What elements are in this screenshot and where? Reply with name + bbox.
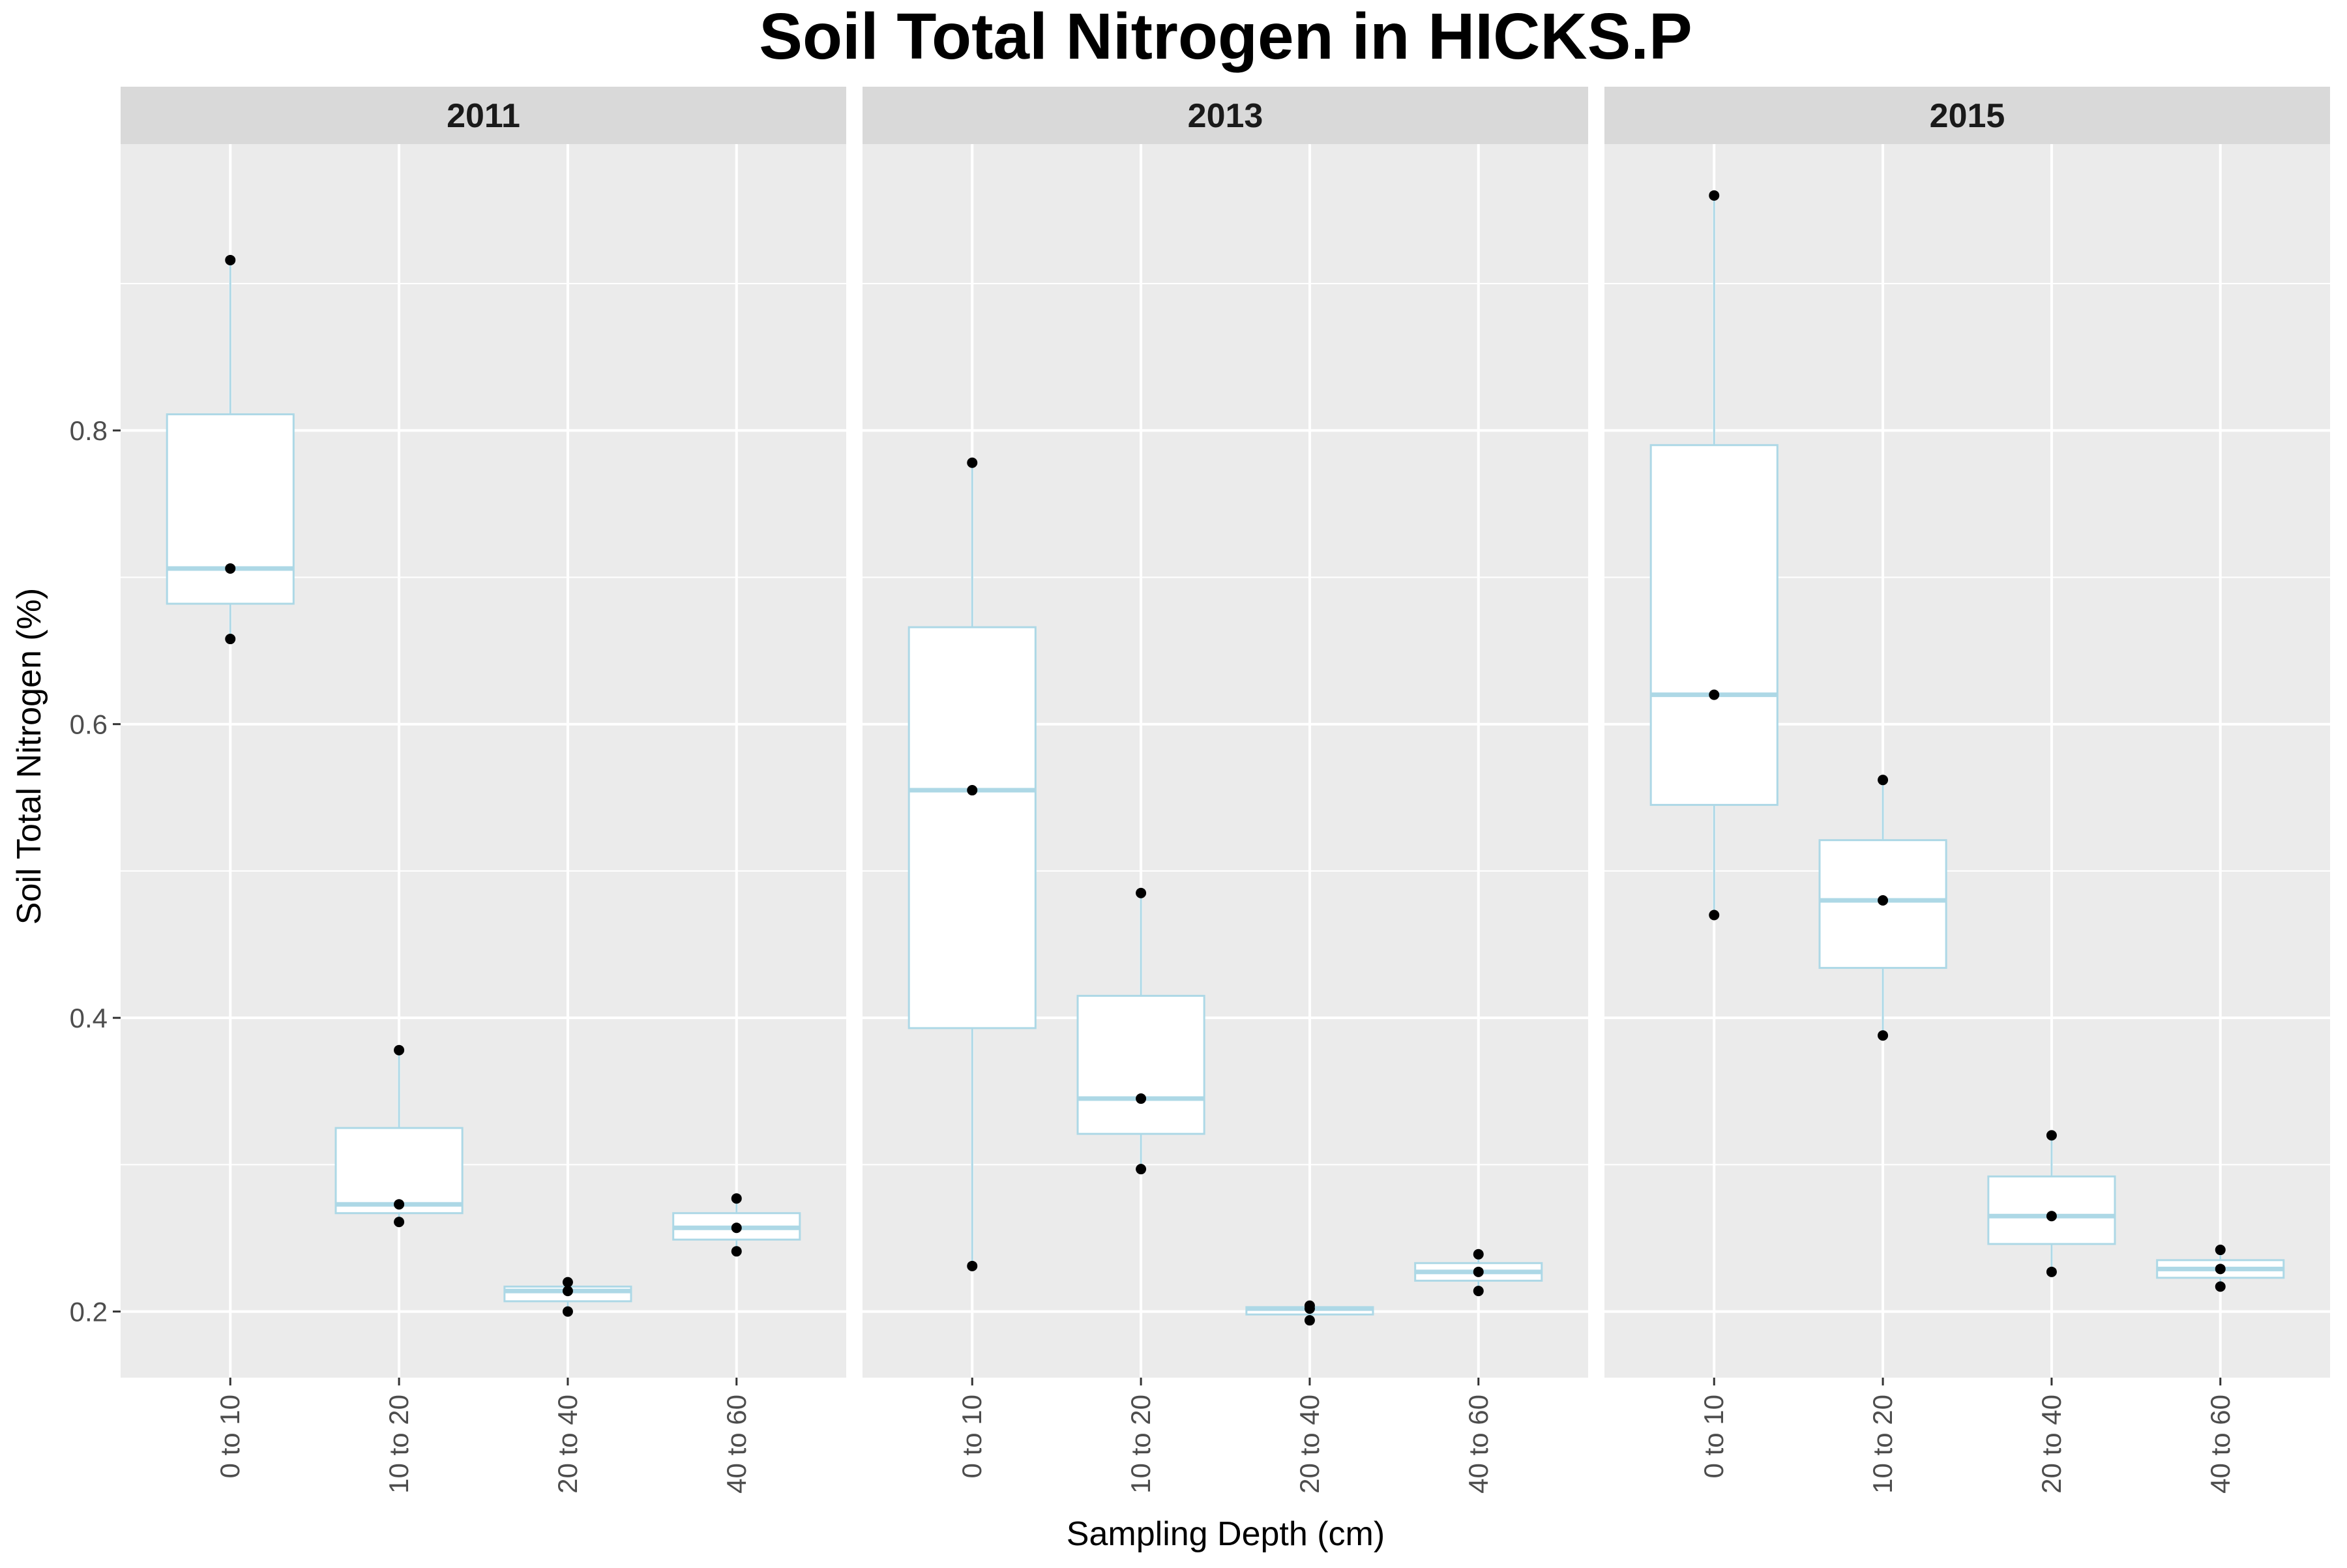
boxplot-10-to-20: [1818, 775, 1947, 1041]
panel-bg: [121, 144, 846, 1378]
panel-2011: 2011 0 to 10 10 to 20 20 to 40 40 to 60: [121, 87, 846, 1494]
data-point: [1709, 190, 1720, 201]
x-tick-label: 20 to 40: [2036, 1395, 2067, 1494]
x-tick-label: 0 to 10: [214, 1395, 245, 1478]
boxplot-20-to-40: [1987, 1130, 2116, 1277]
strip-bg: [863, 87, 1588, 144]
data-point: [731, 1246, 742, 1257]
boxplot-0-to-10: [1649, 190, 1779, 921]
data-point: [2046, 1130, 2057, 1141]
y-tick-label: 0.2: [70, 1297, 108, 1327]
data-point: [1304, 1303, 1315, 1314]
data-point: [1878, 775, 1889, 786]
boxplot-20-to-40: [1245, 1300, 1374, 1326]
x-tick-label: 20 to 40: [1294, 1395, 1325, 1494]
x-tick-label: 10 to 20: [1867, 1395, 1898, 1494]
data-point: [225, 634, 236, 645]
box: [334, 1127, 464, 1215]
data-point: [1709, 689, 1720, 700]
x-tick-label: 40 to 60: [2205, 1395, 2236, 1494]
panel-2013: 2013 0 to 10 10 to 20 20 to 40 40 to 60: [863, 87, 1588, 1494]
data-point: [562, 1277, 573, 1288]
data-point: [562, 1306, 573, 1317]
x-tick-label: 10 to 20: [383, 1395, 414, 1494]
boxplot-40-to-60: [672, 1193, 801, 1257]
strip-bg: [1604, 87, 2330, 144]
data-point: [967, 1260, 978, 1271]
boxplot-40-to-60: [1414, 1249, 1543, 1297]
data-point: [225, 563, 236, 574]
boxplot-10-to-20: [334, 1044, 464, 1228]
x-axis-label: Sampling Depth (cm): [1067, 1515, 1385, 1553]
x-tick-label: 40 to 60: [721, 1395, 752, 1494]
data-point: [2215, 1245, 2226, 1256]
data-point: [731, 1222, 742, 1234]
boxplot-40-to-60: [2156, 1245, 2285, 1292]
strip-label: 2013: [1188, 97, 1263, 135]
data-point: [225, 254, 236, 265]
boxplot-0-to-10: [166, 254, 295, 645]
data-point: [2215, 1264, 2226, 1275]
box: [1649, 444, 1779, 806]
y-tick-label: 0.8: [70, 415, 108, 446]
data-point: [2215, 1281, 2226, 1292]
data-point: [1136, 1093, 1147, 1104]
x-tick-label: 0 to 10: [1698, 1395, 1729, 1478]
boxplot-20-to-40: [503, 1277, 632, 1317]
strip-label: 2011: [447, 97, 520, 135]
data-point: [2046, 1211, 2057, 1222]
data-point: [1473, 1249, 1484, 1260]
data-point: [1304, 1315, 1315, 1326]
box: [1076, 994, 1205, 1135]
data-point: [1136, 887, 1147, 898]
data-point: [731, 1193, 742, 1204]
data-point: [1709, 910, 1720, 921]
y-tick-label: 0.4: [70, 1003, 108, 1033]
panels-layer: 2011 0 to 10 10 to 20 20 to 40 40 to 60 2013 0…: [121, 87, 2330, 1494]
data-point: [2046, 1266, 2057, 1277]
data-point: [394, 1199, 405, 1210]
chart-title: Soil Total Nitrogen in HICKS.P: [759, 0, 1692, 73]
data-point: [967, 785, 978, 796]
y-axis-label: Soil Total Nitrogen (%): [10, 588, 48, 925]
data-point: [1878, 895, 1889, 906]
box: [166, 413, 295, 605]
boxplot-10-to-20: [1076, 887, 1205, 1175]
box: [1987, 1175, 2116, 1245]
boxplot-0-to-10: [908, 457, 1037, 1271]
y-axis: 0.2 0.4 0.6 0.8: [70, 415, 121, 1327]
strip-label: 2015: [1930, 97, 2005, 135]
data-point: [1878, 1030, 1889, 1041]
strip-bg: [121, 87, 846, 144]
data-point: [1136, 1164, 1147, 1175]
data-point: [394, 1217, 405, 1228]
data-point: [1473, 1266, 1484, 1277]
data-point: [394, 1044, 405, 1056]
panel-2015: 2015 0 to 10 10 to 20 20 to 40 40 to 60: [1604, 87, 2330, 1494]
box: [908, 626, 1037, 1029]
x-tick-label: 10 to 20: [1125, 1395, 1156, 1494]
x-tick-label: 40 to 60: [1463, 1395, 1494, 1494]
data-point: [562, 1286, 573, 1297]
data-point: [967, 457, 978, 468]
data-point: [1473, 1286, 1484, 1297]
y-tick-label: 0.6: [70, 709, 108, 740]
x-tick-label: 0 to 10: [956, 1395, 987, 1478]
x-tick-label: 20 to 40: [552, 1395, 583, 1494]
